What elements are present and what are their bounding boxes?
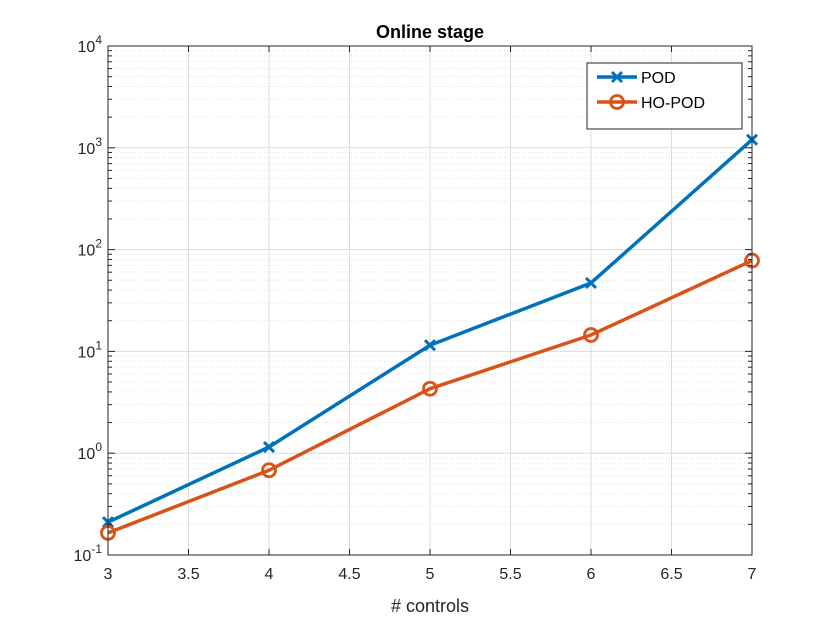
x-tick-label: 3.5	[177, 566, 199, 583]
y-tick-label: 10-1	[74, 542, 103, 565]
y-tick-label: 100	[78, 440, 103, 463]
legend-label: POD	[641, 70, 676, 87]
x-tick-label: 6.5	[660, 566, 682, 583]
data-point	[262, 440, 276, 454]
x-tick-labels: 3 3.5 4 4.5 5 5.5 6 6.5 7	[104, 566, 757, 583]
x-tick-label: 4.5	[338, 566, 360, 583]
legend-label: HO-POD	[641, 95, 705, 112]
y-tick-label: 101	[78, 338, 103, 361]
data-point	[584, 276, 598, 290]
legend-item: POD	[597, 70, 676, 87]
data-point	[422, 380, 438, 397]
y-tick-label: 102	[78, 237, 103, 260]
x-tick-label: 5	[426, 566, 435, 583]
x-tick-label: 7	[748, 566, 757, 583]
x-axis-title: # controls	[391, 596, 469, 616]
data-point	[423, 339, 437, 352]
x-tick-label: 5.5	[499, 566, 521, 583]
x-tick-label: 6	[587, 566, 596, 583]
legend-marker	[610, 70, 624, 84]
data-point	[261, 462, 277, 479]
series-line	[107, 258, 753, 535]
legend: POD HO-POD	[586, 62, 743, 130]
legend-marker	[609, 94, 625, 110]
y-tick-label: 103	[78, 135, 103, 158]
x-tick-label: 3	[104, 566, 113, 583]
y-tick-labels: 10-1 100 101 102 103 104	[74, 33, 103, 565]
x-tick-label: 4	[265, 566, 274, 583]
data-point	[583, 327, 599, 343]
legend-item: HO-POD	[597, 94, 705, 112]
tick-marks	[107, 45, 753, 556]
y-tick-label: 104	[78, 33, 103, 56]
series-layer	[100, 133, 760, 541]
chart-title: Online stage	[376, 22, 484, 42]
